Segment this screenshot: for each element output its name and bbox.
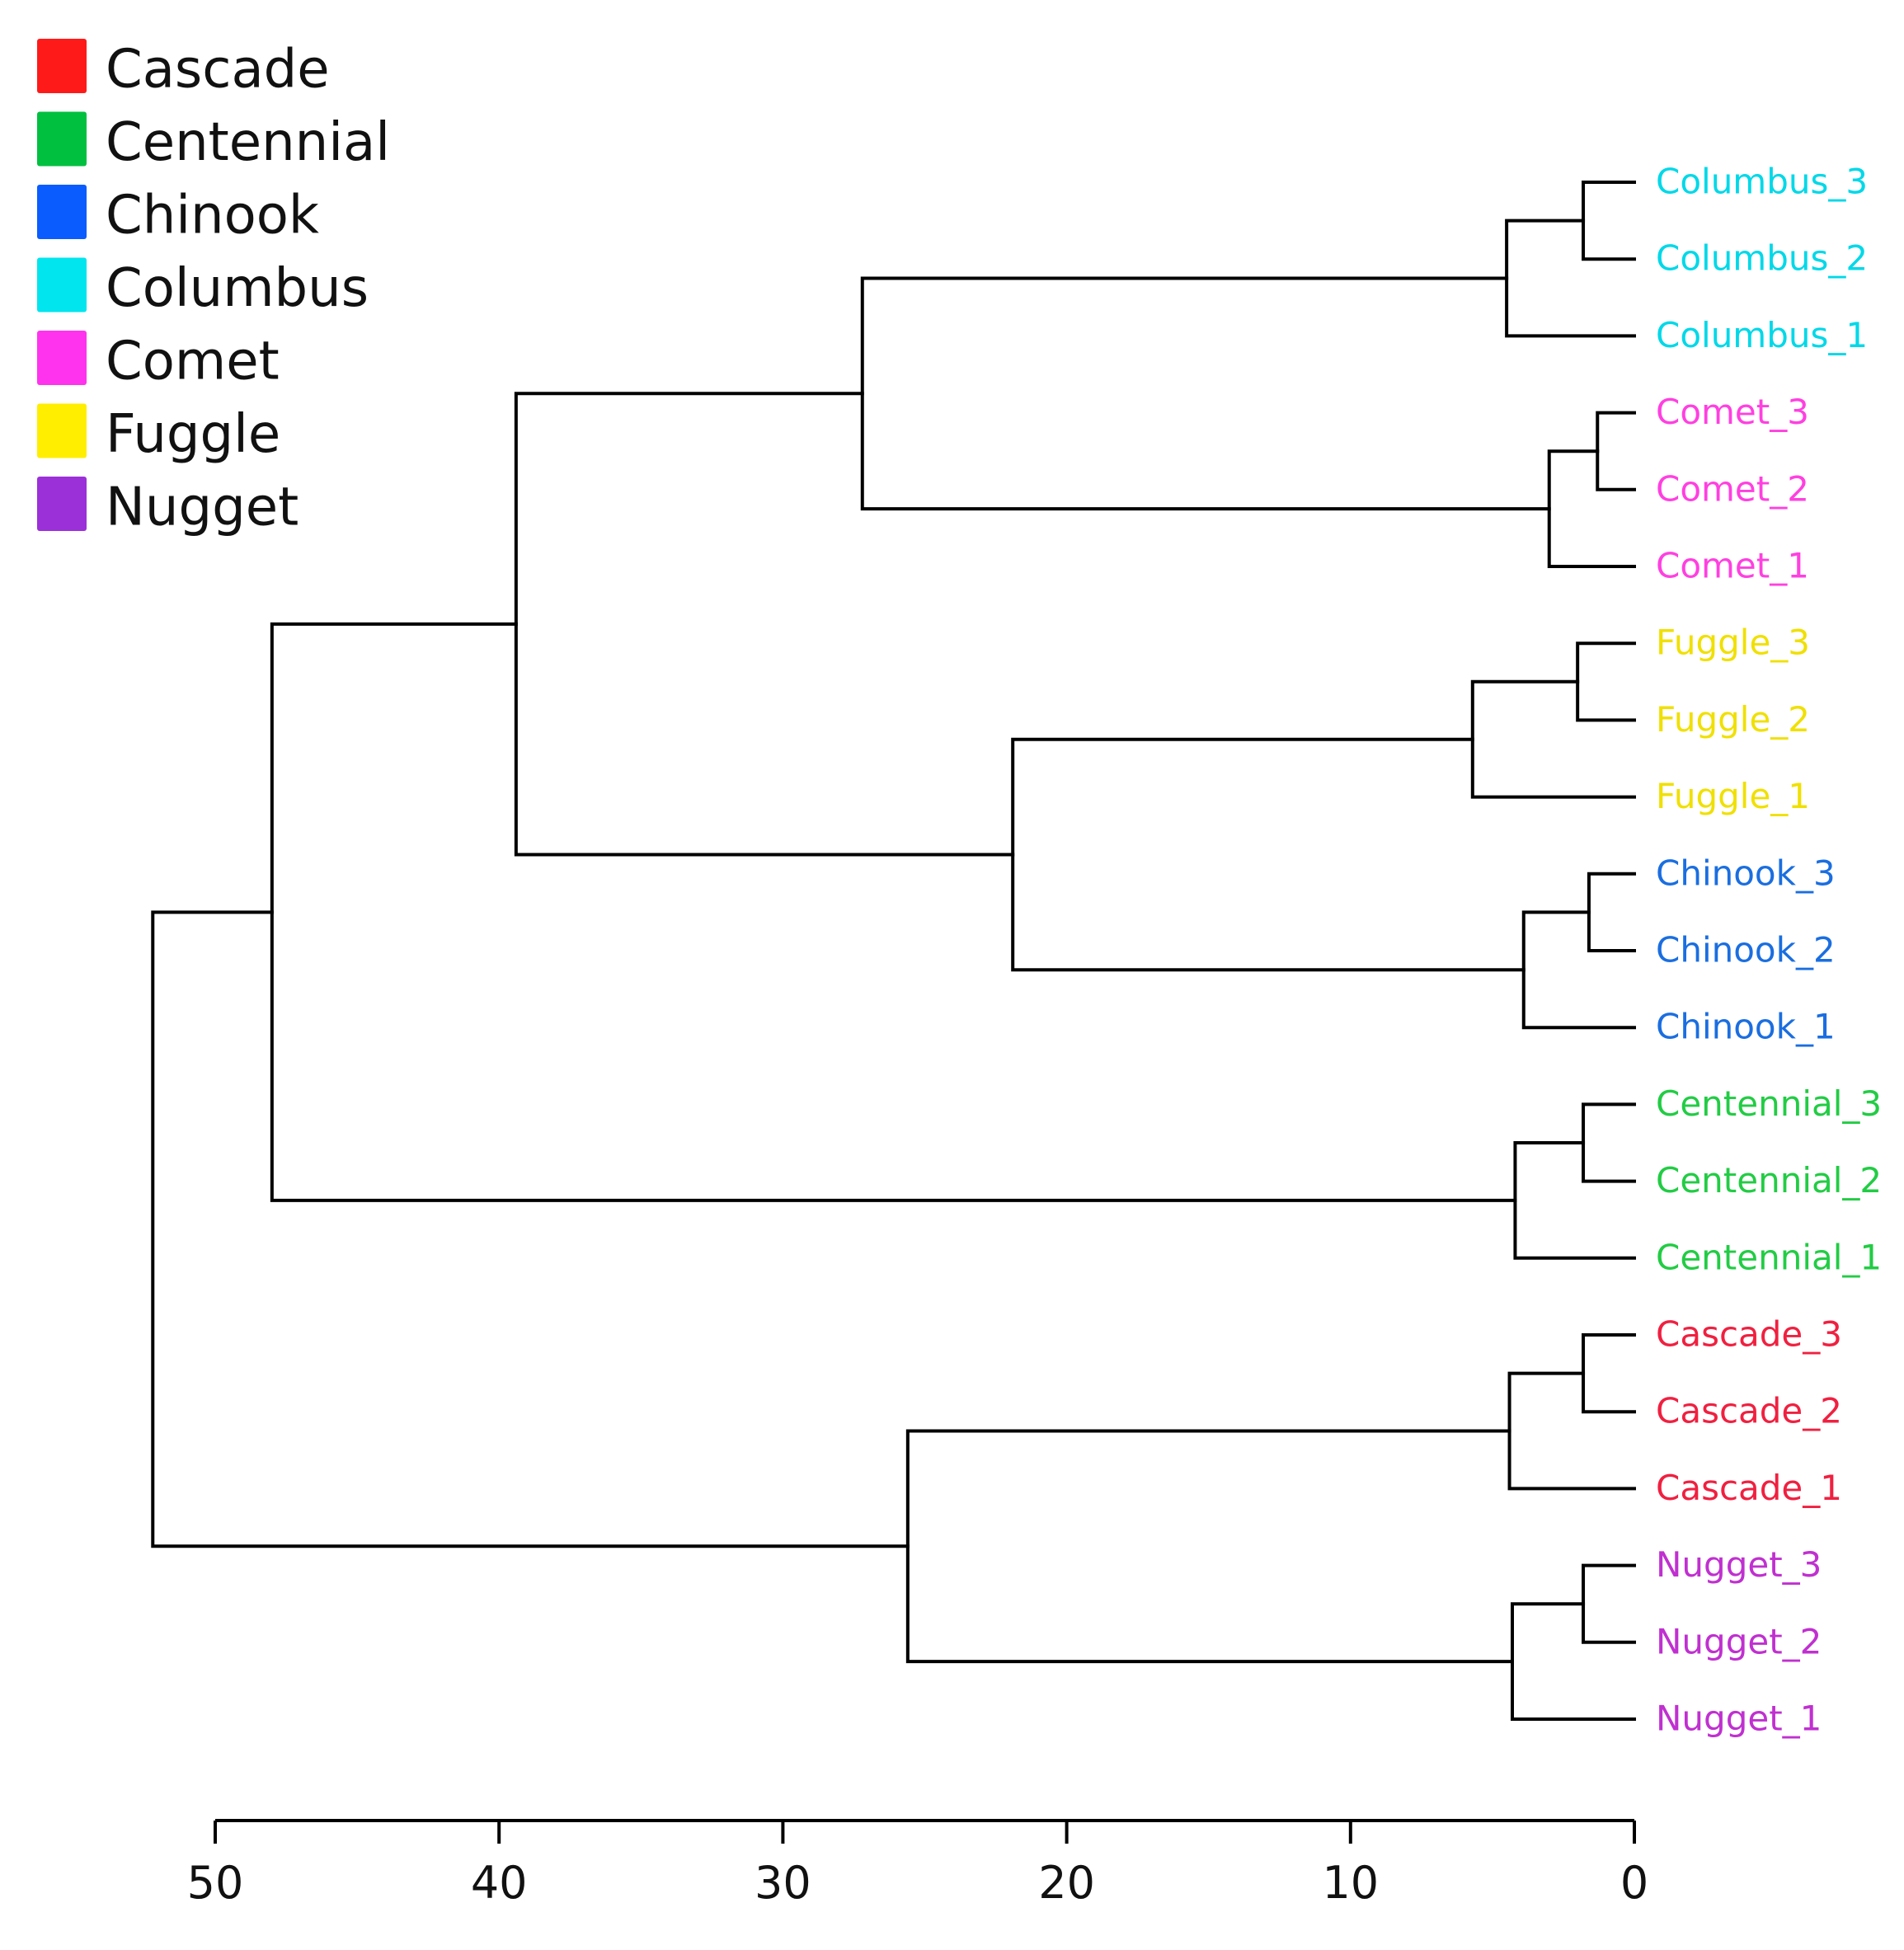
legend-label-columbus: Columbus — [106, 258, 369, 319]
leaf-label-comet-2: Comet_2 — [1656, 468, 1809, 509]
leaf-label-centennial-3: Centennial_3 — [1656, 1083, 1882, 1124]
branch-m19 — [905, 1429, 1514, 1664]
branch-m8 — [1587, 872, 1636, 952]
branch-m5 — [860, 276, 1551, 511]
leaf-label-chinook-1: Chinook_1 — [1656, 1007, 1836, 1047]
branch-m9 — [1521, 910, 1636, 1030]
x-tick-label-10: 10 — [1322, 1857, 1379, 1909]
leaf-label-cascade-3: Cascade_3 — [1656, 1314, 1842, 1355]
branch-m7 — [1470, 679, 1636, 799]
branch-m18 — [1510, 1602, 1636, 1721]
leaf-label-centennial-2: Centennial_2 — [1656, 1160, 1882, 1201]
x-tick-label-30: 30 — [755, 1857, 811, 1909]
leaf-label-nugget-2: Nugget_2 — [1656, 1621, 1822, 1661]
x-tick-label-0: 0 — [1620, 1857, 1648, 1909]
leaf-label-fuggle-1: Fuggle_1 — [1656, 776, 1810, 816]
leaf-label-chinook-3: Chinook_3 — [1656, 853, 1836, 893]
x-tick-label-50: 50 — [187, 1857, 244, 1909]
branch-m14 — [270, 622, 1517, 1202]
branch-m2 — [1505, 218, 1636, 338]
branch-m17 — [1582, 1563, 1636, 1644]
legend-swatch-centennial — [37, 111, 87, 167]
leaf-label-fuggle-3: Fuggle_3 — [1656, 623, 1810, 663]
legend: Cascade Centennial Chinook Columbus Comet Fug… — [37, 39, 390, 538]
branch-m16 — [1507, 1371, 1636, 1491]
leaf-label-fuggle-2: Fuggle_2 — [1656, 699, 1810, 740]
legend-swatch-chinook — [37, 185, 87, 239]
x-axis: 50 40 30 20 10 0 — [187, 1819, 1648, 1909]
branch-m11 — [514, 392, 1015, 857]
legend-swatch-columbus — [37, 257, 87, 312]
leaf-label-columbus-2: Columbus_2 — [1656, 238, 1868, 279]
legend-label-nugget: Nugget — [106, 477, 299, 538]
leaf-label-columbus-3: Columbus_3 — [1656, 162, 1868, 202]
leaf-label-centennial-1: Centennial_1 — [1656, 1237, 1882, 1277]
legend-label-comet: Comet — [106, 331, 280, 392]
branch-m20 — [151, 910, 910, 1548]
branch-m1 — [1582, 181, 1636, 261]
branch-m4 — [1547, 449, 1636, 568]
branch-m12 — [1582, 1102, 1636, 1183]
legend-swatch-comet — [37, 331, 87, 385]
branch-m10 — [1011, 737, 1526, 972]
x-tick-label-40: 40 — [471, 1857, 528, 1909]
x-tick-label-20: 20 — [1038, 1857, 1095, 1909]
leaf-label-nugget-1: Nugget_1 — [1656, 1699, 1822, 1739]
leaf-labels: Columbus_3 Columbus_2 Columbus_1 Comet_3 Com… — [1656, 162, 1882, 1739]
legend-swatch-fuggle — [37, 403, 87, 458]
branch-m3 — [1596, 411, 1636, 491]
leaf-label-columbus-1: Columbus_1 — [1656, 315, 1868, 355]
branch-m13 — [1513, 1141, 1636, 1260]
leaf-label-comet-1: Comet_1 — [1656, 546, 1809, 586]
leaf-label-chinook-2: Chinook_2 — [1656, 930, 1836, 970]
legend-label-chinook: Chinook — [106, 186, 319, 247]
leaf-label-comet-3: Comet_3 — [1656, 392, 1809, 432]
leaf-label-cascade-1: Cascade_1 — [1656, 1468, 1842, 1508]
legend-label-centennial: Centennial — [106, 112, 390, 173]
branch-m15 — [1582, 1333, 1636, 1414]
leaf-label-nugget-3: Nugget_3 — [1656, 1544, 1822, 1585]
dendrogram-branches — [151, 181, 1636, 1721]
legend-swatch-cascade — [37, 39, 87, 93]
legend-label-fuggle: Fuggle — [106, 404, 280, 465]
legend-swatch-nugget — [37, 477, 87, 531]
leaf-label-cascade-2: Cascade_2 — [1656, 1391, 1842, 1431]
legend-label-cascade: Cascade — [106, 40, 330, 101]
branch-m6 — [1576, 641, 1636, 722]
